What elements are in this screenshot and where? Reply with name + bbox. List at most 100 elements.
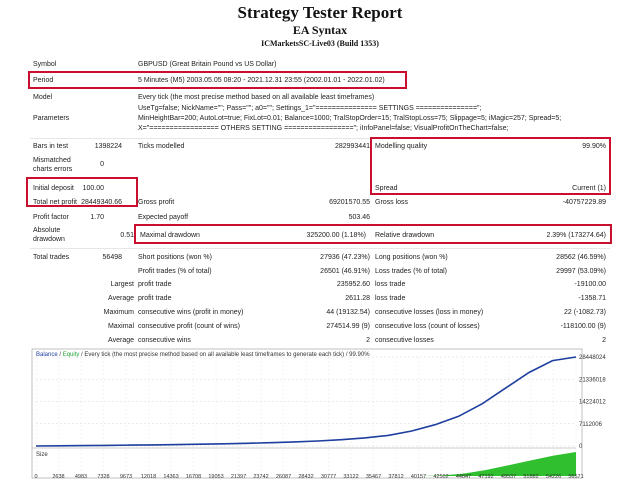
legend-separator: /: [58, 352, 63, 358]
spread-value: Current (1): [572, 185, 606, 192]
max-consecutive-wins-label: consecutive wins (profit in money): [138, 309, 244, 316]
x-tick-label: 26087: [276, 474, 291, 480]
gross-loss-label: Gross loss: [375, 199, 409, 206]
gross-loss-value: -40757229.89: [562, 199, 606, 206]
mismatched-label-1: Mismatched: [33, 157, 71, 164]
drawdown-highlight: [134, 224, 612, 244]
y-tick-label: 28448024: [579, 355, 606, 361]
ticks-modelled-value: 282993441: [334, 143, 370, 150]
loss-trades-value: 29997 (53.09%): [556, 268, 606, 275]
y-tick-label: 14224012: [579, 400, 606, 406]
series-lines: [35, 356, 577, 447]
parameters-line-1: UseTg=false; NickName=""; Pass=""; a0=""…: [138, 105, 482, 112]
max-consecutive-wins-value: 44 (19132.54): [326, 309, 370, 316]
initial-deposit-label: Initial deposit: [33, 185, 74, 192]
legend-equity: Equity: [63, 352, 80, 358]
divider: [30, 248, 610, 249]
expected-payoff-value: 503.46: [348, 214, 370, 221]
x-tick-label: 0: [34, 474, 37, 480]
parameters-label: Parameters: [33, 115, 70, 122]
relative-drawdown-value: 2.39% (173274.64): [546, 232, 606, 239]
largest-loss-trade-label: loss trade: [375, 281, 406, 288]
symbol-label: Symbol: [33, 61, 57, 68]
mismatched-value: 0: [100, 161, 104, 168]
short-positions-label: Short positions (won %): [138, 254, 212, 261]
initial-deposit-value: 100.00: [82, 185, 104, 192]
modelling-quality-label: Modelling quality: [375, 143, 428, 150]
x-tick-label: 23742: [253, 474, 268, 480]
net-profit-value: 28449340.66: [81, 199, 122, 206]
average-profit-trade-value: 2611.28: [345, 295, 370, 302]
x-tick-label: 49537: [501, 474, 516, 480]
period-label: Period: [33, 77, 54, 84]
parameters-line-2: MinHeightBar=200; AutoLot=true; FixLot=0…: [138, 115, 562, 122]
x-tick-label: 54226: [546, 474, 561, 480]
x-tick-label: 35467: [366, 474, 381, 480]
balance-line: [35, 356, 577, 447]
x-tick-label: 16708: [186, 474, 201, 480]
total-trades-value: 56498: [102, 254, 122, 261]
maximum-label: Maximum: [103, 309, 134, 316]
x-tick-label: 7328: [97, 474, 109, 480]
x-tick-label: 51882: [523, 474, 538, 480]
gross-profit-label: Gross profit: [138, 199, 175, 206]
loss-trades-label: Loss trades (% of total): [375, 268, 447, 275]
x-tick-label: 40157: [411, 474, 426, 480]
largest-profit-trade-label: profit trade: [138, 281, 172, 288]
absolute-drawdown-value: 0.51: [120, 232, 134, 239]
y-tick-label: 0: [579, 444, 583, 450]
x-tick-label: 19053: [208, 474, 223, 480]
maximal-label: Maximal: [107, 323, 134, 330]
maximal-consecutive-profit-label: consecutive profit (count of wins): [138, 323, 240, 330]
divider: [30, 138, 610, 139]
chart-legend: Balance / Equity / Every tick (the most …: [36, 352, 370, 358]
ticks-modelled-label: Ticks modelled: [138, 143, 185, 150]
long-positions-value: 28562 (46.59%): [556, 254, 606, 261]
initial-deposit-highlight: [26, 177, 138, 207]
x-tick-label: 56571: [568, 474, 583, 480]
y-axis: 28448024 21336018 14224012 7112006 0: [579, 355, 606, 450]
spread-label: Spread: [375, 185, 398, 192]
bars-in-test-value: 1398224: [94, 143, 122, 150]
symbol-value: GBPUSD (Great Britain Pound vs US Dollar…: [138, 61, 277, 68]
average-consecutive-label: Average: [108, 337, 134, 344]
x-tick-label: 9673: [120, 474, 132, 480]
x-tick-label: 30777: [321, 474, 336, 480]
relative-drawdown-label: Relative drawdown: [375, 232, 435, 239]
x-tick-label: 33122: [343, 474, 358, 480]
largest-loss-trade-value: -19100.00: [574, 281, 606, 288]
size-label: Size: [36, 452, 48, 458]
expected-payoff-label: Expected payoff: [138, 214, 189, 221]
x-tick-label: 42502: [433, 474, 448, 480]
x-tick-label: 44847: [456, 474, 471, 480]
net-profit-label: Total net profit: [33, 199, 77, 206]
average-consecutive-losses-label: consecutive losses: [375, 337, 434, 344]
largest-label: Largest: [110, 281, 134, 288]
x-tick-label: 28432: [298, 474, 313, 480]
legend-description: / Every tick (the most precise method ba…: [79, 352, 370, 358]
average-consecutive-losses-value: 2: [602, 337, 606, 344]
parameters-line-3: X="================= OTHERS SETTING ====…: [138, 125, 509, 132]
average-label: Average: [108, 295, 134, 302]
report-title: Strategy Tester Report: [237, 3, 403, 22]
modelling-quality-value: 99.90%: [582, 143, 606, 150]
bars-in-test-label: Bars in test: [33, 143, 69, 150]
average-consecutive-wins-value: 2: [366, 337, 370, 344]
largest-profit-trade-value: 235952.60: [336, 281, 370, 288]
maximal-consecutive-loss-label: consecutive loss (count of losses): [375, 323, 480, 330]
profit-trades-label: Profit trades (% of total): [138, 268, 212, 275]
mismatched-label-2: charts errors: [33, 166, 73, 173]
maximal-drawdown-label: Maximal drawdown: [140, 232, 200, 239]
profit-factor-label: Profit factor: [33, 214, 69, 221]
size-area: [36, 452, 576, 476]
average-profit-trade-label: profit trade: [138, 295, 172, 302]
x-tick-label: 2638: [52, 474, 64, 480]
max-consecutive-losses-label: consecutive losses (loss in money): [375, 309, 484, 316]
legend-balance: Balance: [36, 352, 58, 358]
average-loss-trade-value: -1358.71: [578, 295, 606, 302]
gross-profit-value: 69201570.55: [329, 199, 370, 206]
period-value: 5 Minutes (M5) 2003.05.05 08:20 - 2021.1…: [138, 77, 385, 84]
average-loss-trade-label: loss trade: [375, 295, 406, 302]
long-positions-label: Long positions (won %): [375, 254, 448, 261]
